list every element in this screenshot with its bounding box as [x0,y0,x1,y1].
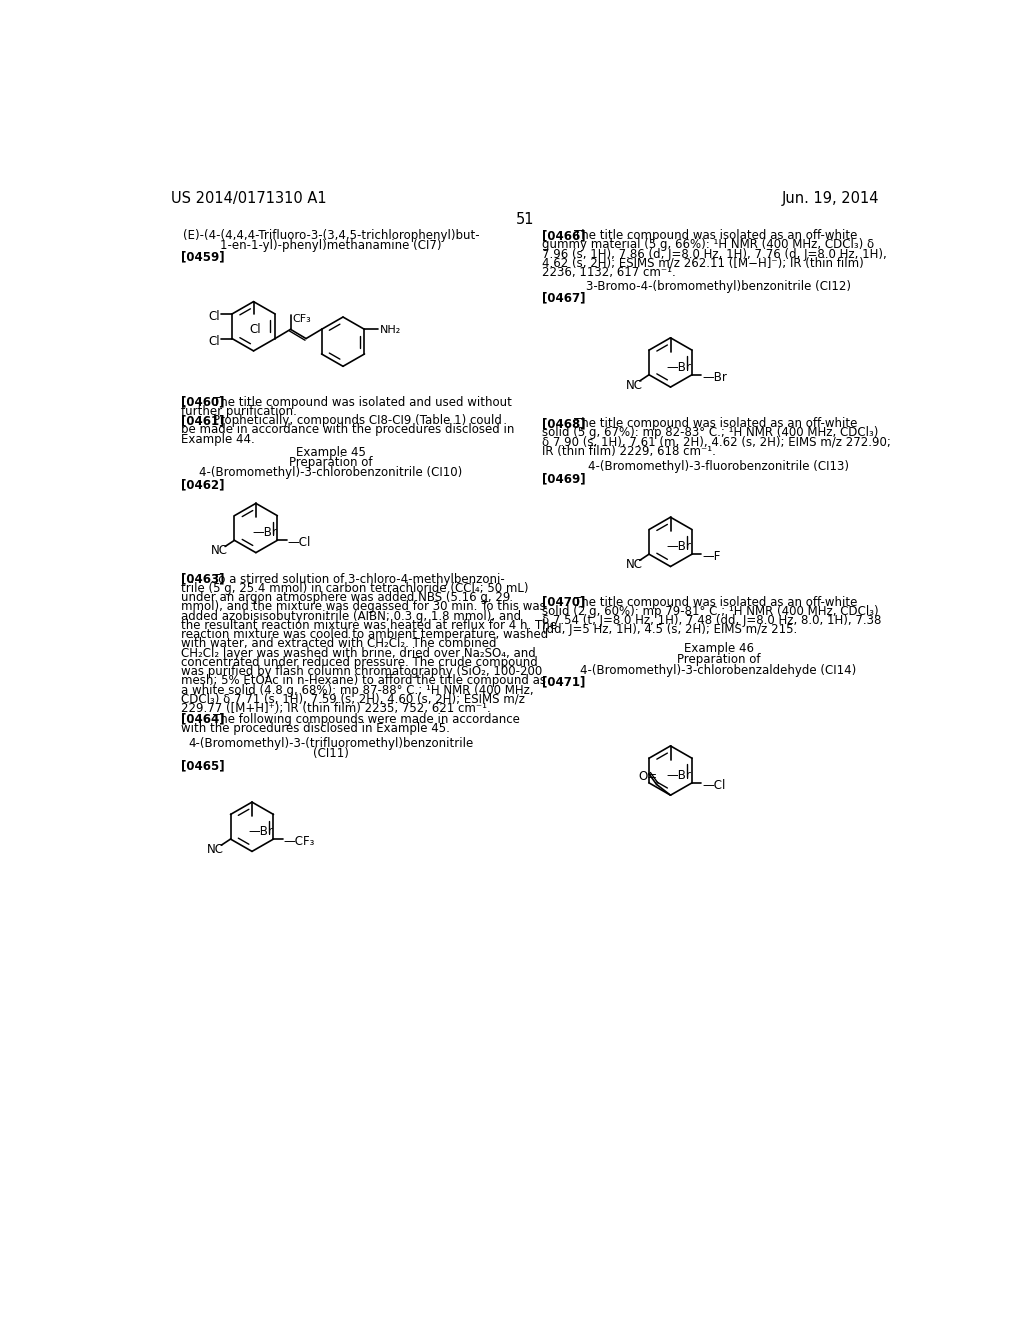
Text: 1-en-1-yl)-phenyl)methanamine (CI7): 1-en-1-yl)-phenyl)methanamine (CI7) [220,239,441,252]
Text: CF₃: CF₃ [292,314,311,323]
Text: [0467]: [0467] [542,292,586,305]
Text: solid (5 g, 67%): mp 82-83° C.; ¹H NMR (400 MHz, CDCl₃): solid (5 g, 67%): mp 82-83° C.; ¹H NMR (… [542,426,879,440]
Text: CDCl₃) δ 7.71 (s, 1H), 7.59 (s, 2H), 4.60 (s, 2H); ESIMS m/z: CDCl₃) δ 7.71 (s, 1H), 7.59 (s, 2H), 4.6… [180,693,524,706]
Text: 3-Bromo-4-(bromomethyl)benzonitrile (CI12): 3-Bromo-4-(bromomethyl)benzonitrile (CI1… [586,280,851,293]
Text: (CI11): (CI11) [313,747,349,760]
Text: —Cl: —Cl [288,536,311,549]
Text: [0470]: [0470] [542,595,586,609]
Text: δ 7.54 (t, J=8.0 Hz, 1H), 7.48 (dd, J=8.0 Hz, 8.0, 1H), 7.38: δ 7.54 (t, J=8.0 Hz, 1H), 7.48 (dd, J=8.… [542,614,882,627]
Text: with water, and extracted with CH₂Cl₂. The combined: with water, and extracted with CH₂Cl₂. T… [180,638,497,651]
Text: [0462]: [0462] [180,478,224,491]
Text: the resultant reaction mixture was heated at reflux for 4 h. The: the resultant reaction mixture was heate… [180,619,557,632]
Text: 4-(Bromomethyl)-3-fluorobenzonitrile (CI13): 4-(Bromomethyl)-3-fluorobenzonitrile (CI… [588,461,849,474]
Text: —Br: —Br [667,360,691,374]
Text: IR (thin film) 2229, 618 cm⁻¹.: IR (thin film) 2229, 618 cm⁻¹. [542,445,716,458]
Text: was purified by flash column chromatography (SiO₂, 100-200: was purified by flash column chromatogra… [180,665,542,678]
Text: 2236, 1132, 617 cm⁻¹.: 2236, 1132, 617 cm⁻¹. [542,267,676,280]
Text: [0461]: [0461] [180,414,224,428]
Text: NC: NC [207,843,224,855]
Text: —Br: —Br [252,527,276,540]
Text: Cl: Cl [209,310,220,323]
Text: [0463]: [0463] [180,573,224,586]
Text: —Br: —Br [248,825,273,838]
Text: NC: NC [626,379,643,392]
Text: 51: 51 [515,213,535,227]
Text: US 2014/0171310 A1: US 2014/0171310 A1 [171,191,327,206]
Text: —Br: —Br [702,371,727,384]
Text: [0469]: [0469] [542,473,586,486]
Text: be made in accordance with the procedures disclosed in: be made in accordance with the procedure… [180,424,514,437]
Text: Example 45: Example 45 [296,446,366,459]
Text: The title compound was isolated as an off-white: The title compound was isolated as an of… [574,417,858,430]
Text: [0468]: [0468] [542,417,586,430]
Text: 4-(Bromomethyl)-3-(trifluoromethyl)benzonitrile: 4-(Bromomethyl)-3-(trifluoromethyl)benzo… [188,738,474,751]
Text: 7.96 (s, 1H), 7.86 (d, J=8.0 Hz, 1H), 7.76 (d, J=8.0 Hz, 1H),: 7.96 (s, 1H), 7.86 (d, J=8.0 Hz, 1H), 7.… [542,248,887,261]
Text: reaction mixture was cooled to ambient temperature, washed: reaction mixture was cooled to ambient t… [180,628,548,642]
Text: [0460]: [0460] [180,396,224,409]
Text: Example 46: Example 46 [684,642,754,655]
Text: —Cl: —Cl [702,779,725,792]
Text: Preparation of: Preparation of [677,653,760,665]
Text: Cl: Cl [249,323,260,337]
Text: The following compounds were made in accordance: The following compounds were made in acc… [213,713,520,726]
Text: —Br: —Br [667,540,691,553]
Text: (dd, J=5 Hz, 1H), 4.5 (s, 2H); EIMS m/z 215.: (dd, J=5 Hz, 1H), 4.5 (s, 2H); EIMS m/z … [542,623,797,636]
Text: To a stirred solution of 3-chloro-4-methylbenzoni-: To a stirred solution of 3-chloro-4-meth… [213,573,505,586]
Text: 4-(Bromomethyl)-3-chlorobenzonitrile (CI10): 4-(Bromomethyl)-3-chlorobenzonitrile (CI… [200,466,463,479]
Text: [0471]: [0471] [542,676,586,689]
Text: [0465]: [0465] [180,759,224,772]
Text: CH₂Cl₂ layer was washed with brine, dried over Na₂SO₄, and: CH₂Cl₂ layer was washed with brine, drie… [180,647,536,660]
Text: Cl: Cl [209,335,220,347]
Text: solid (2 g, 60%): mp 79-81° C.; ¹H NMR (400 MHz, CDCl₃): solid (2 g, 60%): mp 79-81° C.; ¹H NMR (… [542,605,879,618]
Text: trile (5 g, 25.4 mmol) in carbon tetrachloride (CCl₄; 50 mL): trile (5 g, 25.4 mmol) in carbon tetrach… [180,582,528,595]
Text: mesh; 5% EtOAc in n-Hexane) to afford the title compound as: mesh; 5% EtOAc in n-Hexane) to afford th… [180,675,546,688]
Text: NC: NC [626,558,643,572]
Text: The title compound was isolated as an off-white: The title compound was isolated as an of… [574,595,858,609]
Text: 4.62 (s, 2H); ESIMS m/z 262.11 ([M−H]⁻); IR (thin film): 4.62 (s, 2H); ESIMS m/z 262.11 ([M−H]⁻);… [542,257,863,271]
Text: Preparation of: Preparation of [290,457,373,470]
Text: gummy material (5 g, 66%): ¹H NMR (400 MHz, CDCl₃) δ: gummy material (5 g, 66%): ¹H NMR (400 M… [542,239,873,252]
Text: Example 44.: Example 44. [180,433,254,446]
Text: Prophetically, compounds CI8-CI9 (Table 1) could: Prophetically, compounds CI8-CI9 (Table … [213,414,502,428]
Text: —F: —F [702,550,721,564]
Text: δ 7.90 (s, 1H), 7.61 (m, 2H), 4.62 (s, 2H); EIMS m/z 272.90;: δ 7.90 (s, 1H), 7.61 (m, 2H), 4.62 (s, 2… [542,436,891,449]
Text: [0459]: [0459] [180,251,224,264]
Text: concentrated under reduced pressure. The crude compound: concentrated under reduced pressure. The… [180,656,538,669]
Text: —Br: —Br [667,770,691,781]
Text: a white solid (4.8 g, 68%): mp 87-88° C.; ¹H NMR (400 MHz,: a white solid (4.8 g, 68%): mp 87-88° C.… [180,684,534,697]
Text: (E)-(4-(4,4,4-Trifluoro-3-(3,4,5-trichlorophenyl)but-: (E)-(4-(4,4,4-Trifluoro-3-(3,4,5-trichlo… [182,230,479,243]
Text: added azobisisobutyronitrile (AIBN; 0.3 g, 1.8 mmol), and: added azobisisobutyronitrile (AIBN; 0.3 … [180,610,521,623]
Text: 4-(Bromomethyl)-3-chlorobenzaldehyde (CI14): 4-(Bromomethyl)-3-chlorobenzaldehyde (CI… [581,664,857,677]
Text: 229.77 ([M+H]⁺); IR (thin film) 2235, 752, 621 cm⁻¹.: 229.77 ([M+H]⁺); IR (thin film) 2235, 75… [180,702,490,715]
Text: O=: O= [638,770,657,783]
Text: NH₂: NH₂ [380,326,401,335]
Text: further purification.: further purification. [180,405,297,418]
Text: —CF₃: —CF₃ [284,836,315,849]
Text: [0466]: [0466] [542,230,586,243]
Text: under an argon atmosphere was added NBS (5.16 g, 29: under an argon atmosphere was added NBS … [180,591,510,605]
Text: The title compound was isolated as an off-white: The title compound was isolated as an of… [574,230,858,243]
Text: with the procedures disclosed in Example 45.: with the procedures disclosed in Example… [180,722,450,735]
Text: The title compound was isolated and used without: The title compound was isolated and used… [213,396,512,409]
Text: mmol), and the mixture was degassed for 30 min. To this was: mmol), and the mixture was degassed for … [180,601,546,614]
Text: NC: NC [211,544,228,557]
Text: Jun. 19, 2014: Jun. 19, 2014 [781,191,879,206]
Text: [0464]: [0464] [180,713,224,726]
